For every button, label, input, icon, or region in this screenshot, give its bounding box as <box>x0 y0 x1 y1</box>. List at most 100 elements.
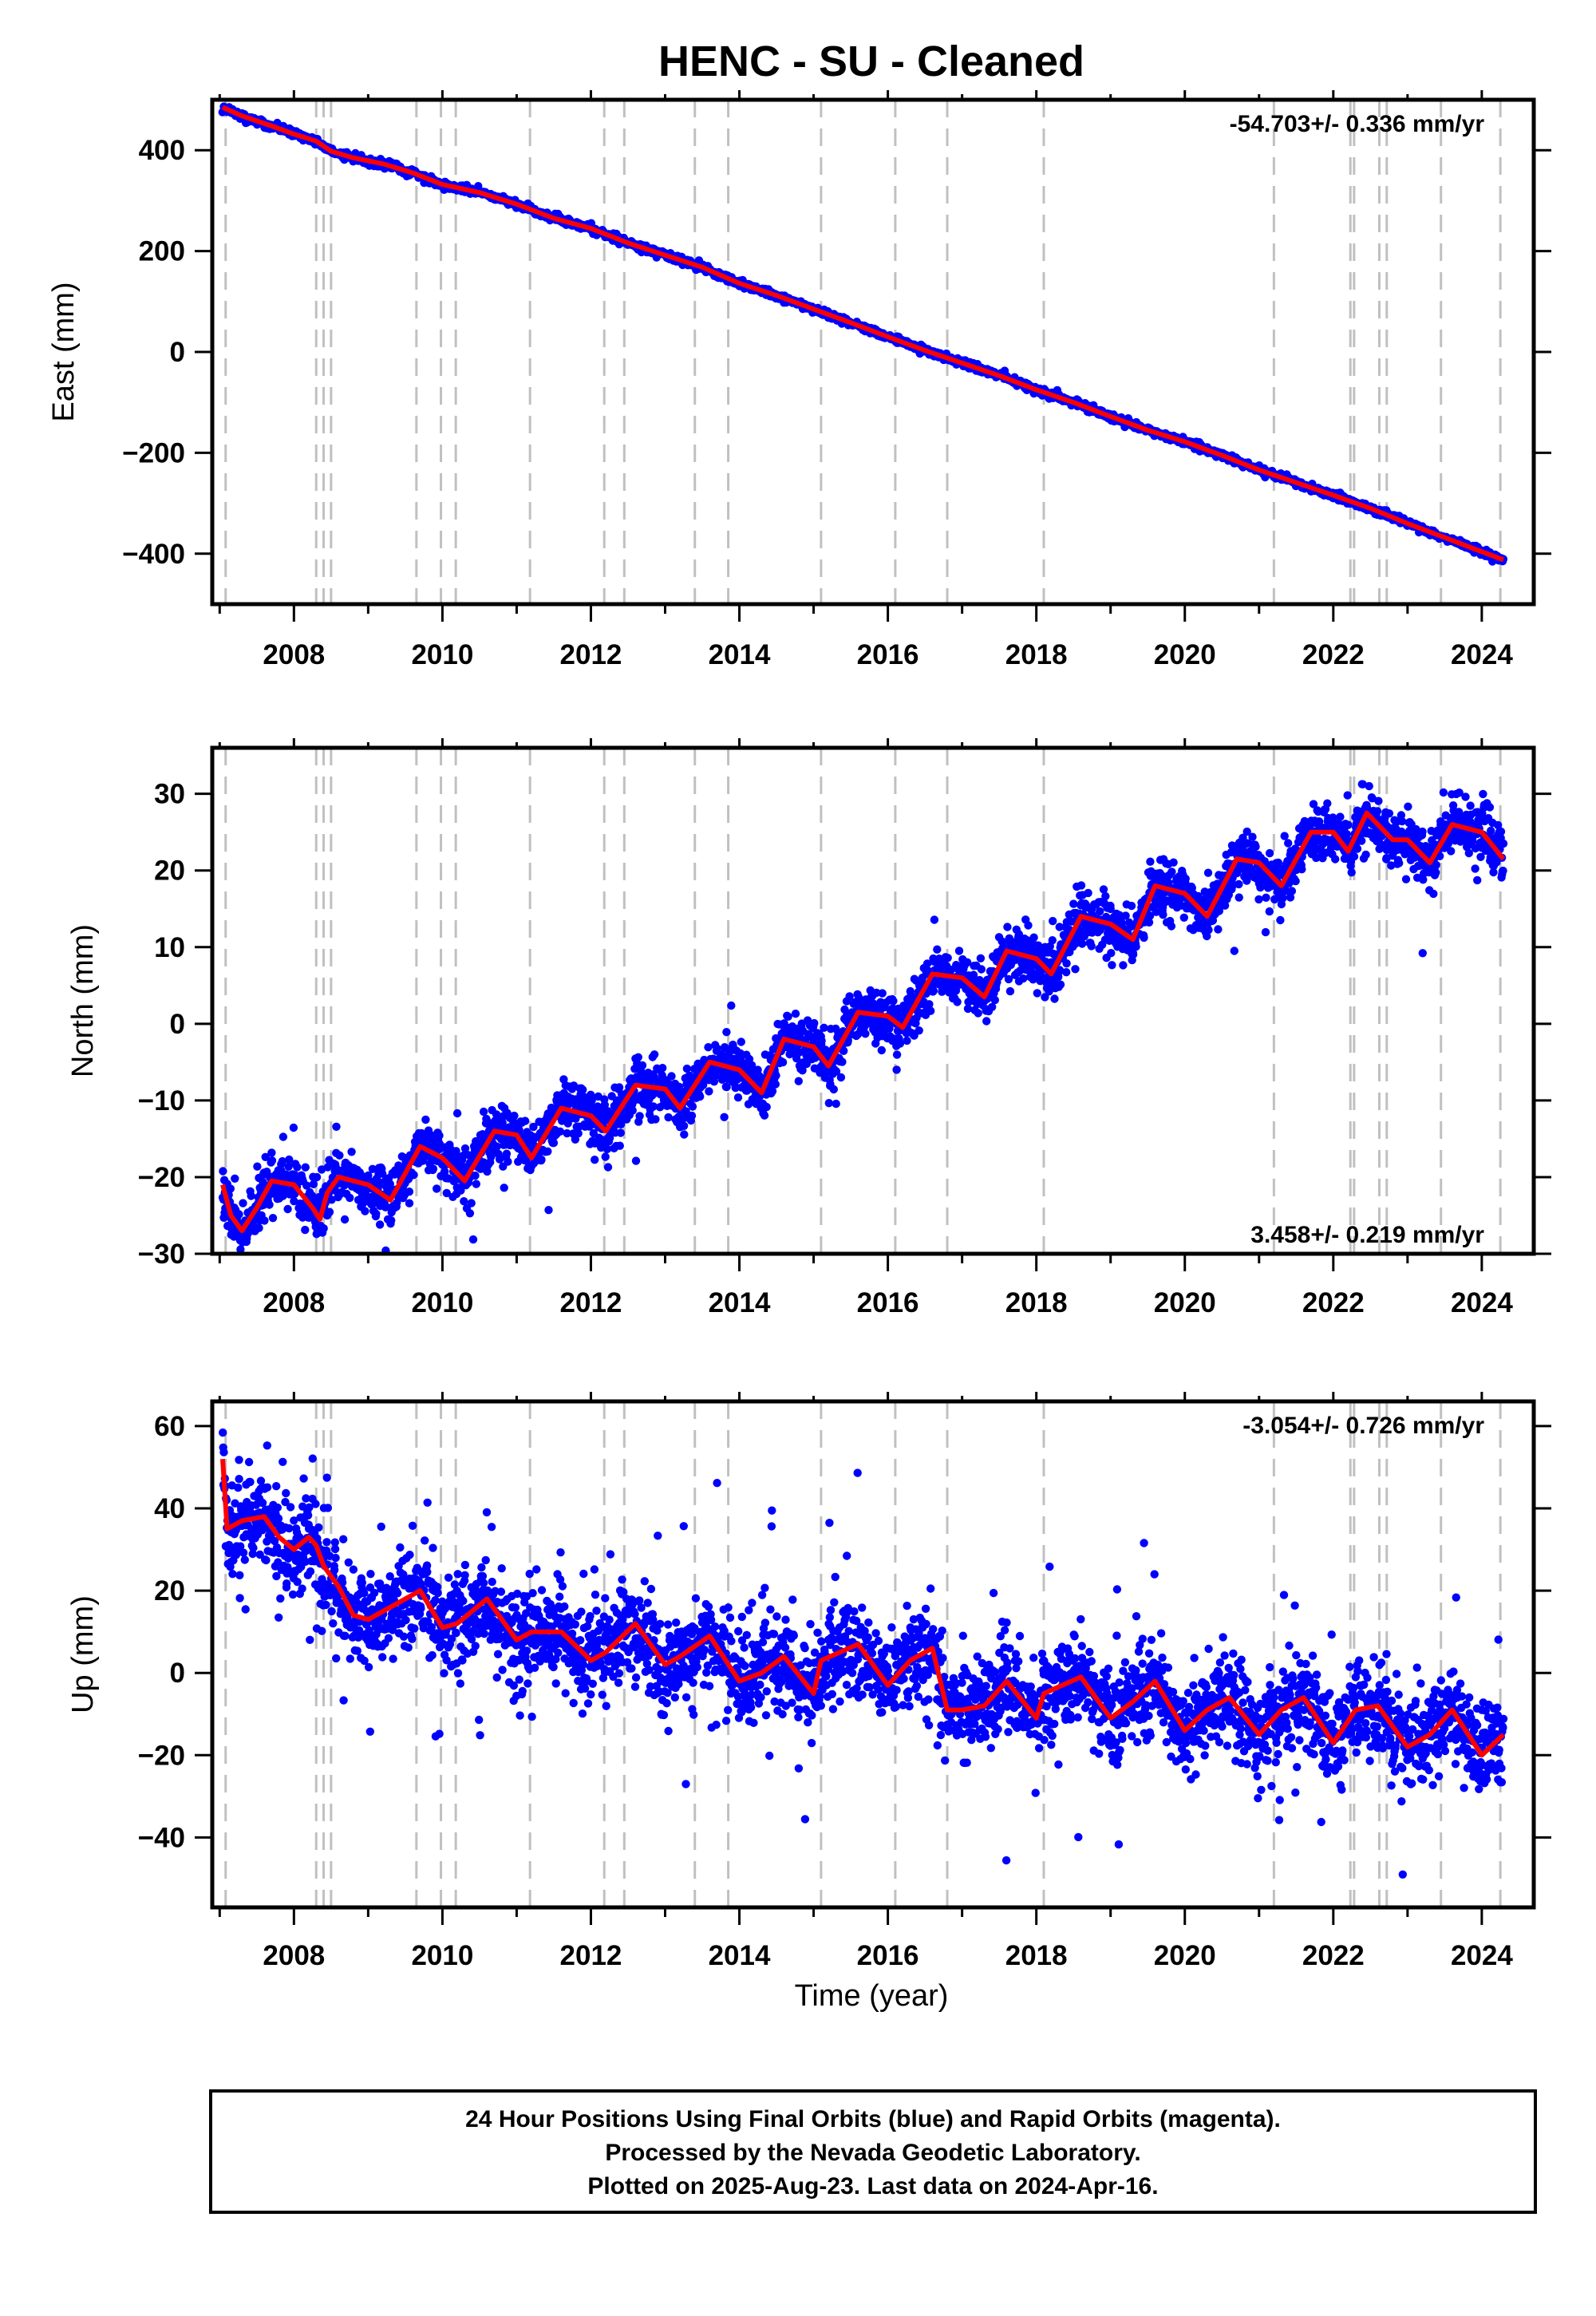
data-point <box>1055 966 1065 974</box>
data-point <box>515 1125 523 1134</box>
data-point <box>393 1198 401 1207</box>
data-point <box>238 1266 246 1274</box>
data-point <box>772 1071 780 1080</box>
data-point <box>658 1064 667 1073</box>
data-point <box>510 1111 519 1120</box>
data-point <box>1014 930 1024 939</box>
data-point <box>387 1216 396 1225</box>
data-point <box>953 998 962 1006</box>
data-point <box>1003 923 1012 931</box>
data-point <box>549 1138 559 1148</box>
data-point <box>784 1012 792 1022</box>
data-point <box>1071 965 1080 974</box>
data-point <box>530 1132 539 1141</box>
data-point <box>279 1132 288 1141</box>
data-point <box>1204 926 1213 935</box>
data-point <box>301 1163 310 1172</box>
data-point <box>722 1082 731 1092</box>
x-tick-label: 2016 <box>857 639 919 670</box>
data-point <box>1179 913 1189 923</box>
data-point <box>650 1050 659 1059</box>
x-tick-label: 2024 <box>1451 639 1513 670</box>
data-point <box>502 1149 512 1158</box>
data-point <box>634 1053 642 1062</box>
x-tick-label: 2018 <box>1005 639 1068 670</box>
data-point <box>326 1261 334 1269</box>
data-point <box>381 1203 390 1211</box>
data-point <box>603 1163 613 1172</box>
data-point <box>711 1071 720 1081</box>
data-point <box>1119 961 1128 970</box>
data-point <box>631 1156 641 1165</box>
data-point <box>261 1152 270 1162</box>
data-point <box>713 1044 721 1053</box>
data-point <box>915 1026 923 1035</box>
data-point <box>982 1017 991 1026</box>
data-point <box>976 954 986 963</box>
data-point <box>1096 907 1104 916</box>
data-point <box>267 1148 276 1157</box>
data-point <box>892 1050 902 1059</box>
data-point <box>260 1216 269 1225</box>
data-point <box>954 947 964 955</box>
x-tick-label: 2008 <box>263 639 325 670</box>
x-tick-label: 2010 <box>411 639 473 670</box>
data-point <box>605 1133 614 1143</box>
data-point <box>267 1156 277 1165</box>
data-point <box>347 1148 356 1156</box>
data-point <box>460 1197 468 1206</box>
data-point <box>375 1220 385 1229</box>
data-point <box>762 1102 771 1112</box>
data-point <box>579 1085 587 1094</box>
data-point <box>664 1113 673 1122</box>
data-point <box>839 1046 848 1056</box>
data-point <box>435 1131 444 1140</box>
data-point <box>429 1164 438 1173</box>
data-point <box>892 1065 901 1074</box>
data-point <box>467 1199 476 1207</box>
data-point <box>674 1082 684 1092</box>
data-point <box>889 997 898 1006</box>
data-point <box>962 958 972 967</box>
data-point <box>1108 961 1116 970</box>
data-point <box>1024 921 1033 930</box>
data-point <box>1132 943 1140 951</box>
data-point <box>327 1196 336 1204</box>
data-point <box>679 1121 689 1131</box>
data-point <box>302 1181 311 1190</box>
data-point <box>495 1155 504 1164</box>
data-point <box>237 1275 245 1282</box>
data-point <box>616 1128 625 1137</box>
data-point <box>1144 918 1154 927</box>
x-tick-label: 2012 <box>560 639 622 670</box>
data-point <box>372 1209 381 1219</box>
data-point <box>687 1111 697 1120</box>
y-tick-label: 200 <box>139 236 185 267</box>
data-point <box>471 1171 480 1180</box>
data-point <box>990 995 1000 1005</box>
data-point <box>361 1207 369 1215</box>
data-point <box>574 1129 583 1138</box>
data-point <box>681 1107 690 1116</box>
data-point <box>1167 922 1176 931</box>
data-point <box>1203 868 1213 877</box>
data-point <box>368 1164 377 1174</box>
data-point <box>1077 939 1087 948</box>
data-point <box>1127 901 1136 911</box>
data-point <box>600 1101 609 1109</box>
data-point <box>1087 942 1096 951</box>
data-point <box>778 1057 788 1067</box>
data-point <box>385 1180 394 1188</box>
data-point <box>219 1167 227 1176</box>
y-tick-label: −200 <box>122 437 185 468</box>
data-point <box>1169 858 1178 867</box>
data-point <box>1128 950 1138 959</box>
data-point <box>293 1163 302 1172</box>
data-point <box>771 1080 780 1089</box>
data-point <box>1062 968 1071 977</box>
data-point <box>456 1186 465 1195</box>
data-point <box>733 1093 743 1102</box>
data-point <box>405 1199 414 1207</box>
data-point <box>628 1106 637 1115</box>
